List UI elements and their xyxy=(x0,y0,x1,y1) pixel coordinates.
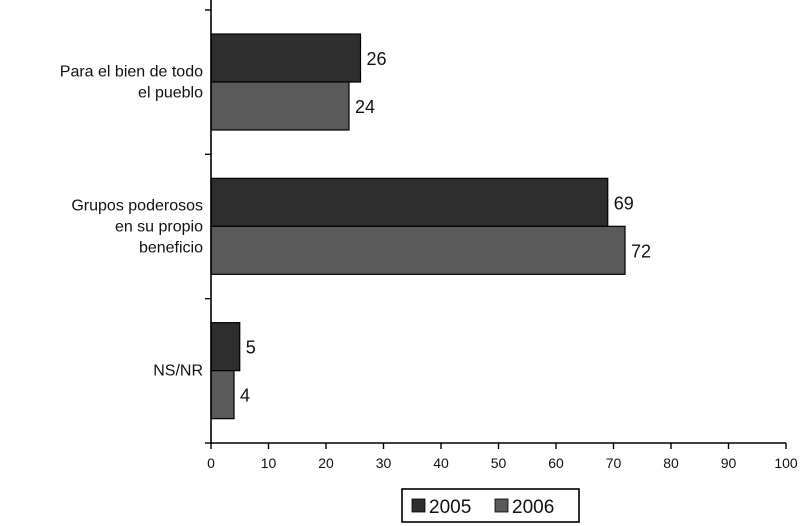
bar-2006-cat-2 xyxy=(210,370,235,420)
x-tick-label: 50 xyxy=(491,455,507,471)
x-tick-label: 20 xyxy=(318,455,334,471)
legend: 2005 2006 xyxy=(401,488,580,523)
legend-label-2006: 2006 xyxy=(512,497,554,518)
x-tick-label: 90 xyxy=(721,455,737,471)
x-tick-label: 80 xyxy=(663,455,679,471)
data-label-2006-cat-2: 4 xyxy=(240,386,250,406)
bar-2005-cat-1 xyxy=(210,177,609,227)
x-tick-label: 0 xyxy=(207,455,215,471)
data-label-2005-cat-1: 69 xyxy=(614,193,634,213)
data-label-2006-cat-1: 72 xyxy=(631,241,651,261)
legend-label-2005: 2005 xyxy=(429,497,471,518)
category-label-1: Grupos poderosos en su propio beneficio xyxy=(71,197,203,256)
labels-layer: 26 24 Para el bien de todo el pueblo 69 72 Gru… xyxy=(60,49,798,471)
x-tick-label: 10 xyxy=(261,455,277,471)
x-tick-label: 100 xyxy=(774,455,798,471)
category-label-0: Para el bien de todo el pueblo xyxy=(60,64,203,102)
data-label-2005-cat-2: 5 xyxy=(246,338,256,358)
data-label-2005-cat-0: 26 xyxy=(367,49,387,69)
data-label-2006-cat-0: 24 xyxy=(355,97,375,117)
bar-2006-cat-1 xyxy=(210,225,626,275)
legend-swatch-2005 xyxy=(411,498,426,513)
category-label-2: NS/NR xyxy=(153,363,203,380)
bars-layer xyxy=(210,33,626,420)
x-tick-label: 40 xyxy=(433,455,449,471)
bar-2005-cat-0 xyxy=(210,33,362,83)
bar-2006-cat-0 xyxy=(210,81,350,131)
bar-2005-cat-2 xyxy=(210,322,241,372)
x-tick-label: 70 xyxy=(606,455,622,471)
x-tick-label: 60 xyxy=(548,455,564,471)
legend-box xyxy=(401,488,580,523)
x-tick-label: 30 xyxy=(376,455,392,471)
legend-swatch-2006 xyxy=(494,498,509,513)
axes-layer xyxy=(205,0,787,449)
